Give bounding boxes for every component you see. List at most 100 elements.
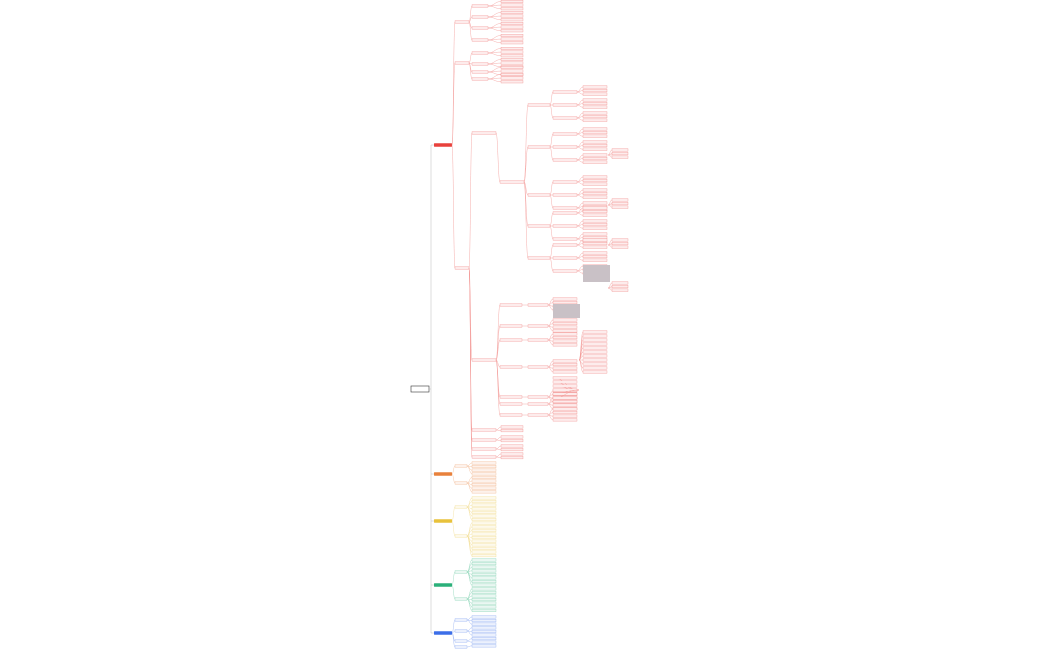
leaf-node <box>582 85 608 89</box>
leaf-node <box>582 127 608 131</box>
leaf-node <box>500 73 524 76</box>
leaf-node <box>471 629 497 633</box>
leaf-node <box>582 346 608 350</box>
link <box>547 390 554 398</box>
leaf-node <box>500 37 524 41</box>
subtopic-node <box>552 193 578 197</box>
link <box>487 39 502 43</box>
link <box>576 145 584 148</box>
leaf-node <box>471 576 497 580</box>
leaf-node <box>552 301 578 305</box>
leaf-node <box>552 418 578 422</box>
leaf-node <box>582 354 608 358</box>
leaf-node <box>500 3 524 7</box>
link <box>547 298 554 306</box>
link <box>547 403 554 409</box>
leaf-node <box>582 342 608 346</box>
topic-node <box>454 266 470 270</box>
link <box>466 616 473 621</box>
leaf-node <box>471 569 497 573</box>
leaf-node <box>552 392 578 396</box>
link <box>547 339 554 345</box>
topic-node <box>454 639 468 643</box>
link <box>547 408 554 416</box>
link <box>466 571 473 586</box>
link <box>576 181 584 185</box>
link <box>495 456 502 458</box>
leaf-node <box>582 98 608 102</box>
link <box>576 146 584 150</box>
leaf-node <box>471 468 497 472</box>
link <box>466 462 473 467</box>
link <box>607 287 613 291</box>
leaf-node <box>582 188 608 192</box>
link <box>547 304 554 310</box>
leaf-node <box>611 238 629 242</box>
leaf-node <box>582 115 608 119</box>
subtopic-node <box>499 303 523 307</box>
leaf-node <box>582 89 608 93</box>
leaf-node <box>500 429 524 433</box>
leaf-node <box>471 562 497 566</box>
link <box>576 257 584 261</box>
leaf-node <box>471 637 497 641</box>
subtopic-node <box>471 438 497 442</box>
link <box>576 244 584 248</box>
link <box>468 62 473 80</box>
subtopic-node <box>552 90 578 94</box>
leaf-node <box>552 370 578 374</box>
link <box>576 133 584 137</box>
leaf-node <box>611 242 629 246</box>
leaf-node <box>471 514 497 518</box>
leaf-node <box>611 245 629 249</box>
leaf-node <box>500 66 524 69</box>
leaf-node <box>471 640 497 644</box>
leaf-node <box>471 525 497 529</box>
subtopic-node <box>471 77 489 81</box>
leaf-node <box>582 105 608 109</box>
subtopic-node <box>527 303 549 307</box>
link <box>576 224 584 227</box>
link <box>495 304 501 361</box>
leaf-node <box>582 175 608 179</box>
link <box>468 21 473 41</box>
leaf-node <box>471 539 497 543</box>
link <box>576 270 584 274</box>
link <box>466 506 473 520</box>
link <box>495 325 501 361</box>
leaf-node <box>471 503 497 507</box>
subtopic-node <box>499 413 523 417</box>
leaf-node <box>471 587 497 591</box>
link <box>576 132 584 135</box>
leaf-node <box>552 332 578 336</box>
leaf-node <box>552 329 578 333</box>
link <box>576 159 584 163</box>
link <box>607 286 613 289</box>
leaf-node <box>582 255 608 259</box>
topic-node <box>454 61 470 65</box>
leaf-node <box>582 157 608 161</box>
subtopic-node <box>552 211 578 215</box>
subtopic-node <box>527 224 551 228</box>
leaf-node <box>582 358 608 362</box>
leaf-node <box>611 205 629 209</box>
leaf-node <box>471 543 497 547</box>
link <box>466 638 473 642</box>
leaf-node <box>552 318 578 322</box>
subtopic-node <box>552 256 578 260</box>
subtopic-node <box>552 237 578 241</box>
subtopic-node <box>471 131 497 135</box>
leaf-node <box>500 76 524 80</box>
leaf-node <box>552 343 578 347</box>
topic-node <box>454 629 468 633</box>
leaf-node <box>552 411 578 415</box>
leaf-node <box>552 396 578 400</box>
leaf-node <box>471 550 497 554</box>
link <box>451 473 456 484</box>
link <box>607 244 613 248</box>
link <box>607 153 613 156</box>
leaf-node <box>611 155 629 159</box>
link <box>466 497 473 508</box>
link <box>576 158 584 161</box>
link <box>495 448 502 450</box>
